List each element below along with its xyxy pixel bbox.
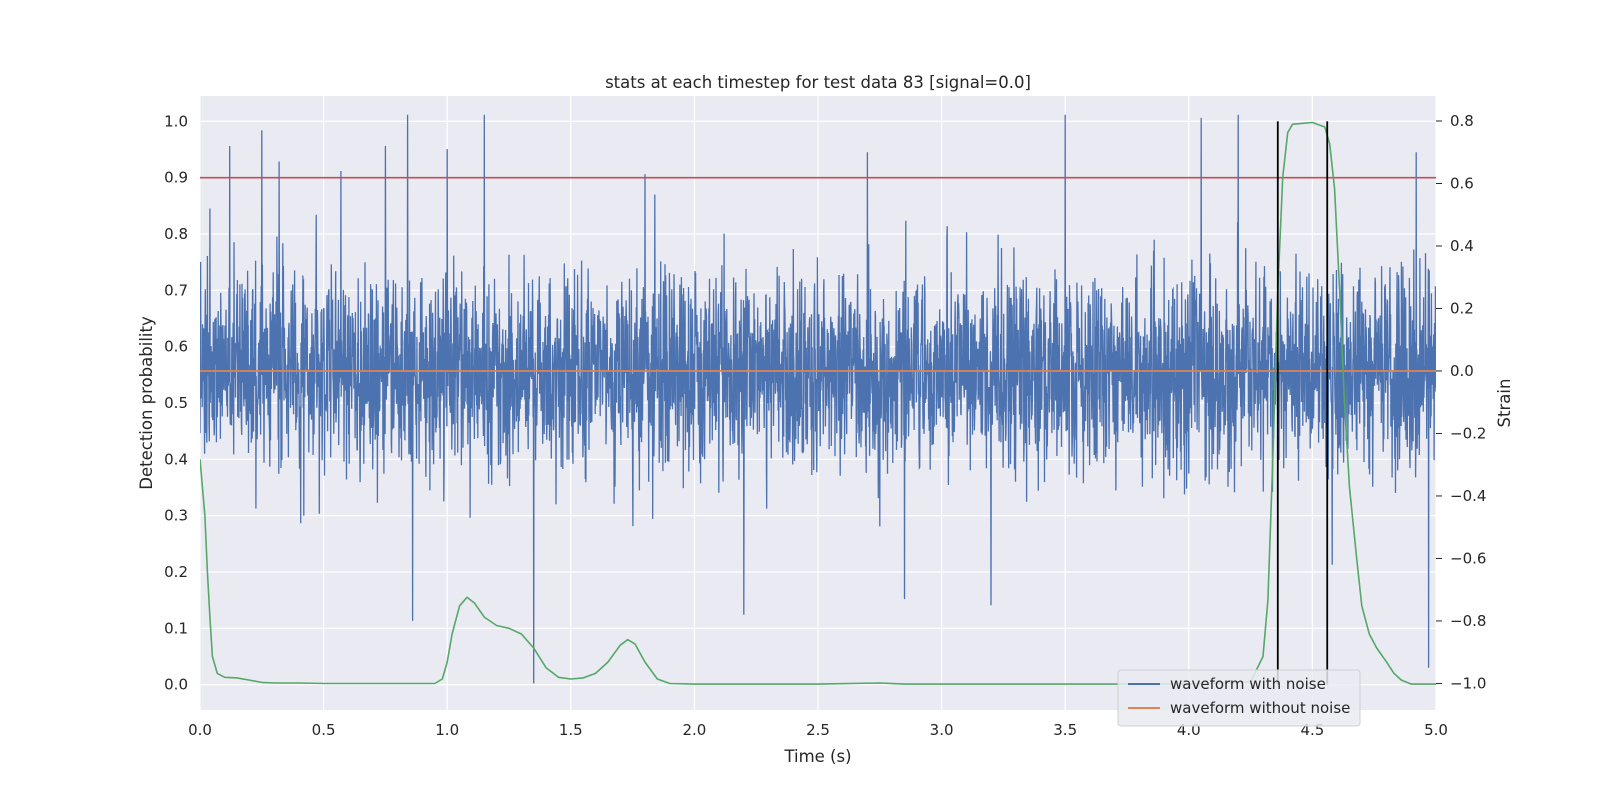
y-tick-label: 0.8: [164, 225, 188, 243]
x-tick-label: 5.0: [1424, 721, 1448, 739]
plot-area: [200, 114, 1436, 685]
right-axis-label: Strain: [1495, 379, 1514, 428]
right-axis-tick-label: −0.4: [1450, 487, 1486, 505]
right-axis-tick-label: −0.6: [1450, 549, 1486, 567]
x-tick-label: 1.0: [435, 721, 459, 739]
y-tick-label: 0.6: [164, 338, 188, 356]
x-axis-label: Time (s): [783, 747, 851, 766]
right-axis-tick-label: 0.0: [1450, 362, 1474, 380]
right-axis-tick-label: −1.0: [1450, 674, 1486, 692]
y-tick-label: 0.4: [164, 450, 188, 468]
right-axis-tick-label: 0.4: [1450, 237, 1474, 255]
x-tick-label: 0.0: [188, 721, 212, 739]
y-tick-label: 1.0: [164, 112, 188, 130]
x-tick-label: 3.0: [930, 721, 954, 739]
y-tick-label: 0.2: [164, 563, 188, 581]
y-tick-label: 0.7: [164, 281, 188, 299]
right-axis-tick-label: 0.6: [1450, 174, 1474, 192]
right-axis-ticks: −1.0 −0.8 −0.6 −0.4 −0.2 0.0 0.2 0.4 0.6 0.8: [1436, 112, 1486, 692]
legend-label-noise: waveform with noise: [1170, 675, 1326, 693]
y-tick-label: 0.0: [164, 676, 188, 694]
y-tick-label: 0.5: [164, 394, 188, 412]
series-waveform-with-noise: [200, 114, 1436, 684]
legend: waveform with noise waveform without noi…: [1117, 669, 1361, 727]
chart-title: stats at each timestep for test data 83 …: [605, 73, 1031, 92]
x-tick-label: 2.0: [682, 721, 706, 739]
x-tick-label: 1.5: [559, 721, 583, 739]
x-tick-label: 2.5: [806, 721, 830, 739]
y-axis-label: Detection probability: [137, 316, 156, 490]
right-axis-tick-label: 0.8: [1450, 112, 1474, 130]
x-tick-label: 3.5: [1053, 721, 1077, 739]
right-axis-tick-label: −0.8: [1450, 612, 1486, 630]
series-detection-probability: [200, 121, 1436, 685]
legend-label-clean: waveform without noise: [1170, 699, 1350, 717]
y-tick-label: 0.9: [164, 169, 188, 187]
right-axis-tick-label: −0.2: [1450, 424, 1486, 442]
x-tick-label: 0.5: [312, 721, 336, 739]
y-tick-label: 0.3: [164, 507, 188, 525]
y-axis-ticks: 0.0 0.1 0.2 0.3 0.4 0.5 0.6 0.7 0.8 0.9 1.0: [164, 112, 188, 693]
right-axis-tick-label: 0.2: [1450, 299, 1474, 317]
plot-contents: [200, 114, 1436, 685]
legend-box: [1117, 669, 1361, 727]
y-tick-label: 0.1: [164, 619, 188, 637]
